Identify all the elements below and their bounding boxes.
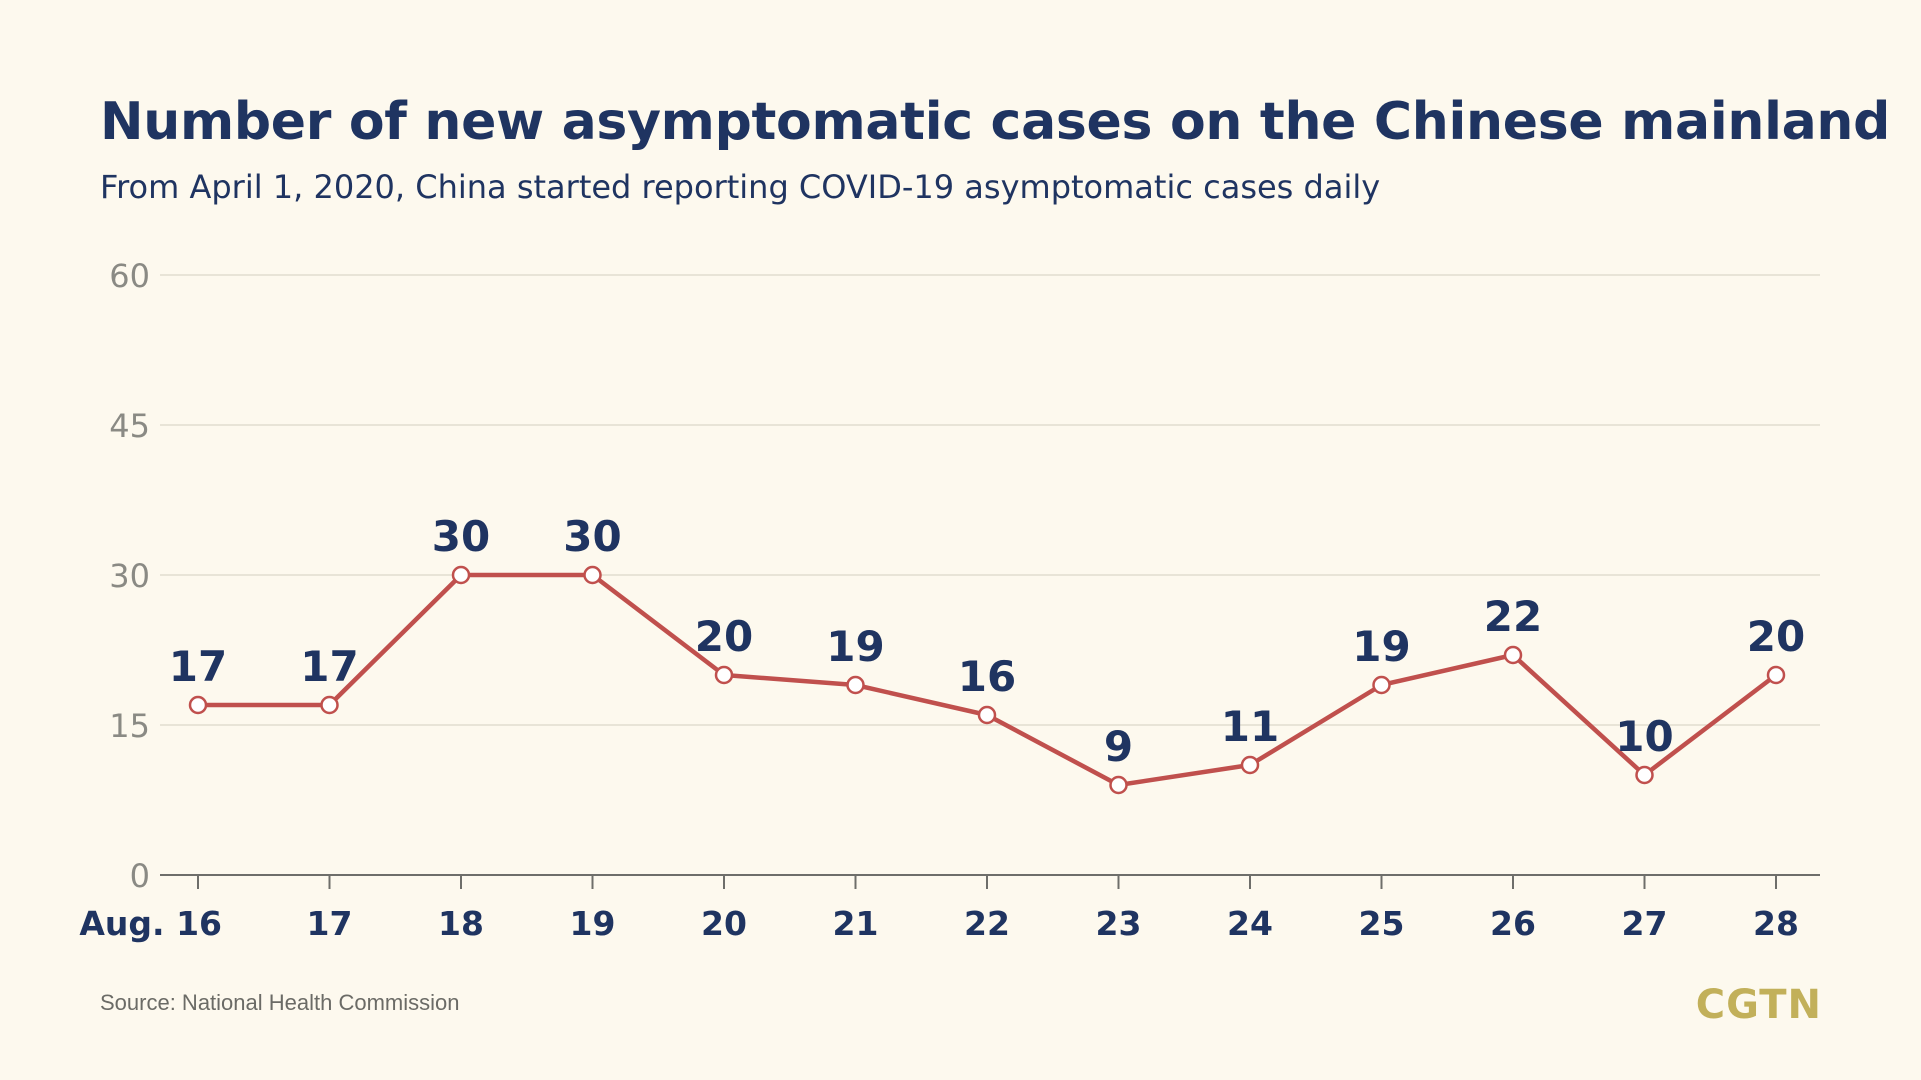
data-point	[846, 675, 865, 695]
data-point	[583, 565, 602, 585]
data-label: 30	[432, 512, 490, 561]
x-axis: Aug. 16 17 18 19 20 21 22 23 24 25 26 27 28	[79, 874, 1820, 943]
data-point	[1109, 775, 1128, 795]
y-tick-label: 60	[109, 257, 150, 295]
x-tick-label: 19	[570, 904, 616, 943]
data-label: 19	[1352, 622, 1410, 671]
chart-subtitle: From April 1, 2020, China started report…	[100, 168, 1381, 206]
x-tick-label: 28	[1753, 904, 1799, 943]
data-label: 10	[1615, 712, 1673, 761]
chart-title: Number of new asymptomatic cases on the …	[100, 92, 1891, 152]
data-point	[1240, 755, 1260, 775]
source-note: Source: National Health Commission	[100, 990, 460, 1015]
y-tick-label: 15	[109, 707, 150, 745]
x-tick-label: Aug. 16	[79, 904, 222, 943]
data-point	[977, 705, 997, 725]
y-tick-label: 0	[130, 857, 150, 895]
x-tick-label: 25	[1359, 904, 1405, 943]
data-labels: 17 17 30 30 20 19 16 9 11 19 22 10 20	[169, 512, 1805, 771]
data-points	[188, 565, 1786, 795]
data-label: 30	[563, 512, 621, 561]
data-label: 9	[1104, 722, 1133, 771]
data-point	[188, 695, 208, 715]
data-label: 17	[300, 642, 358, 691]
data-label: 20	[695, 612, 753, 661]
data-point	[714, 665, 734, 685]
x-tick-label: 23	[1096, 904, 1142, 943]
data-point	[1503, 645, 1523, 665]
y-axis-ticks: 0 15 30 45 60	[109, 257, 150, 895]
x-tick-label: 18	[438, 904, 484, 943]
data-label: 19	[826, 622, 884, 671]
x-tick-label: 20	[701, 904, 747, 943]
cgtn-logo: CGTN	[1695, 982, 1822, 1028]
x-tick-label: 17	[307, 904, 353, 943]
data-point	[320, 695, 339, 715]
data-label: 16	[958, 652, 1016, 701]
data-label: 20	[1747, 612, 1805, 661]
x-tick-label: 27	[1622, 904, 1668, 943]
data-point	[451, 565, 471, 585]
gridlines	[160, 274, 1820, 726]
data-label: 11	[1221, 702, 1279, 751]
y-tick-label: 30	[109, 557, 150, 595]
x-tick-label: 24	[1227, 904, 1273, 943]
data-point	[1766, 665, 1786, 685]
x-tick-label: 21	[833, 904, 879, 943]
x-tick-label: 22	[964, 904, 1010, 943]
data-label: 22	[1484, 592, 1542, 641]
x-tick-label: 26	[1490, 904, 1536, 943]
data-point	[1635, 765, 1654, 785]
data-point	[1372, 675, 1391, 695]
data-label: 17	[169, 642, 227, 691]
y-tick-label: 45	[109, 407, 150, 445]
